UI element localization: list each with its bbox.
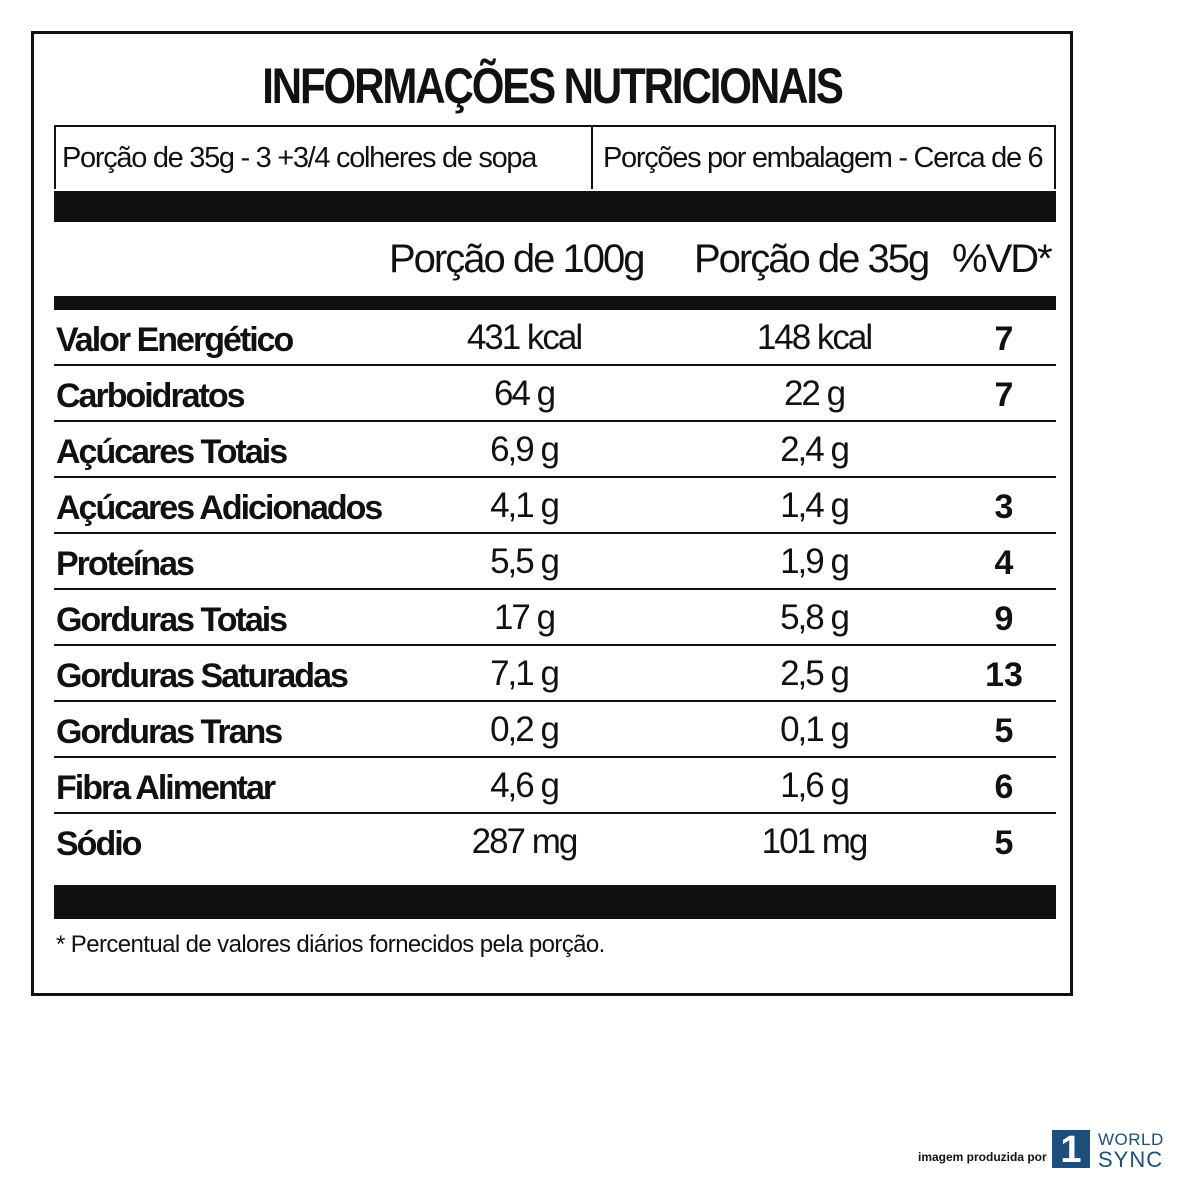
divider-bar-top xyxy=(54,191,1056,222)
value-per-100g: 7,1 g xyxy=(490,654,560,693)
value-per-35g: 101 mg xyxy=(761,822,869,861)
table-row: Valor Energético 431 kcal 148 kcal 7 xyxy=(54,310,1056,366)
nutrient-name: Sódio xyxy=(56,825,142,863)
value-per-35g: 0,1 g xyxy=(780,710,850,749)
nutrient-name: Gorduras Saturadas xyxy=(56,657,349,695)
nutrition-facts-panel: INFORMAÇÕES NUTRICIONAIS Porção de 35g -… xyxy=(31,31,1073,996)
value-per-100g: 287 mg xyxy=(471,822,579,861)
value-per-100g: 0,2 g xyxy=(490,710,560,749)
image-credit: imagem produzida por xyxy=(918,1150,1047,1164)
nutrient-name: Açúcares Totais xyxy=(56,433,288,471)
worldsync-logo-icon: 1 xyxy=(1052,1130,1090,1170)
value-per-35g: 1,4 g xyxy=(780,486,850,525)
divider-bar-header xyxy=(54,296,1056,310)
table-row: Gorduras Saturadas 7,1 g 2,5 g 13 xyxy=(54,646,1056,702)
nutrient-name: Gorduras Trans xyxy=(56,713,283,751)
daily-value-percent: 5 xyxy=(994,824,1014,862)
nutrient-name: Gorduras Totais xyxy=(56,601,288,639)
value-per-100g: 17 g xyxy=(493,598,556,637)
value-per-100g: 64 g xyxy=(493,374,556,413)
value-per-100g: 431 kcal xyxy=(466,318,583,357)
value-per-100g: 4,1 g xyxy=(490,486,560,525)
daily-value-percent: 3 xyxy=(994,488,1014,526)
value-per-35g: 1,6 g xyxy=(780,766,850,805)
daily-value-percent: 7 xyxy=(994,320,1014,358)
value-per-100g: 6,9 g xyxy=(490,430,560,469)
daily-value-percent: 13 xyxy=(985,656,1023,694)
table-row: Açúcares Adicionados 4,1 g 1,4 g 3 xyxy=(54,478,1056,534)
daily-value-percent: 9 xyxy=(994,600,1014,638)
value-per-35g: 2,5 g xyxy=(780,654,850,693)
table-row: Carboidratos 64 g 22 g 7 xyxy=(54,366,1056,422)
value-per-35g: 148 kcal xyxy=(756,318,873,357)
value-per-35g: 2,4 g xyxy=(780,430,850,469)
column-header-per-35g: Porção de 35g xyxy=(694,237,930,281)
table-row: Fibra Alimentar 4,6 g 1,6 g 6 xyxy=(54,758,1056,814)
logo-text-world: WORLD xyxy=(1098,1130,1164,1149)
value-per-35g: 5,8 g xyxy=(780,598,850,637)
footnote: * Percentual de valores diários fornecid… xyxy=(56,931,605,958)
table-row: Sódio 287 mg 101 mg 5 xyxy=(54,814,1056,870)
daily-value-percent xyxy=(954,422,1054,478)
daily-value-percent: 5 xyxy=(994,712,1014,750)
nutrient-name: Proteínas xyxy=(56,545,195,583)
value-per-100g: 4,6 g xyxy=(490,766,560,805)
value-per-35g: 1,9 g xyxy=(780,542,850,581)
table-row: Gorduras Totais 17 g 5,8 g 9 xyxy=(54,590,1056,646)
table-row: Gorduras Trans 0,2 g 0,1 g 5 xyxy=(54,702,1056,758)
nutrient-rows: Valor Energético 431 kcal 148 kcal 7 Car… xyxy=(54,310,1056,870)
column-header-per-100g: Porção de 100g xyxy=(389,237,645,281)
nutrient-name: Açúcares Adicionados xyxy=(56,489,383,527)
value-per-100g: 5,5 g xyxy=(490,542,560,581)
nutrient-name: Valor Energético xyxy=(56,321,294,359)
column-header-daily-value: %VD* xyxy=(952,237,1053,281)
table-title: INFORMAÇÕES NUTRICIONAIS xyxy=(262,58,844,114)
table-row: Proteínas 5,5 g 1,9 g 4 xyxy=(54,534,1056,590)
portion-size: Porção de 35g - 3 +3/4 colheres de sopa xyxy=(56,127,593,189)
daily-value-percent: 7 xyxy=(994,376,1014,414)
value-per-35g: 22 g xyxy=(783,374,846,413)
portions-per-package: Porções por embalagem - Cerca de 6 xyxy=(603,141,1044,174)
daily-value-percent: 6 xyxy=(994,768,1014,806)
nutrient-name: Fibra Alimentar xyxy=(56,769,276,807)
logo-text-sync: SYNC xyxy=(1098,1147,1164,1172)
table-row: Açúcares Totais 6,9 g 2,4 g xyxy=(54,422,1056,478)
portion-info: Porção de 35g - 3 +3/4 colheres de sopa … xyxy=(54,125,1056,189)
daily-value-percent: 4 xyxy=(994,544,1014,582)
divider-bar-bottom xyxy=(54,885,1056,919)
nutrient-name: Carboidratos xyxy=(56,377,246,415)
